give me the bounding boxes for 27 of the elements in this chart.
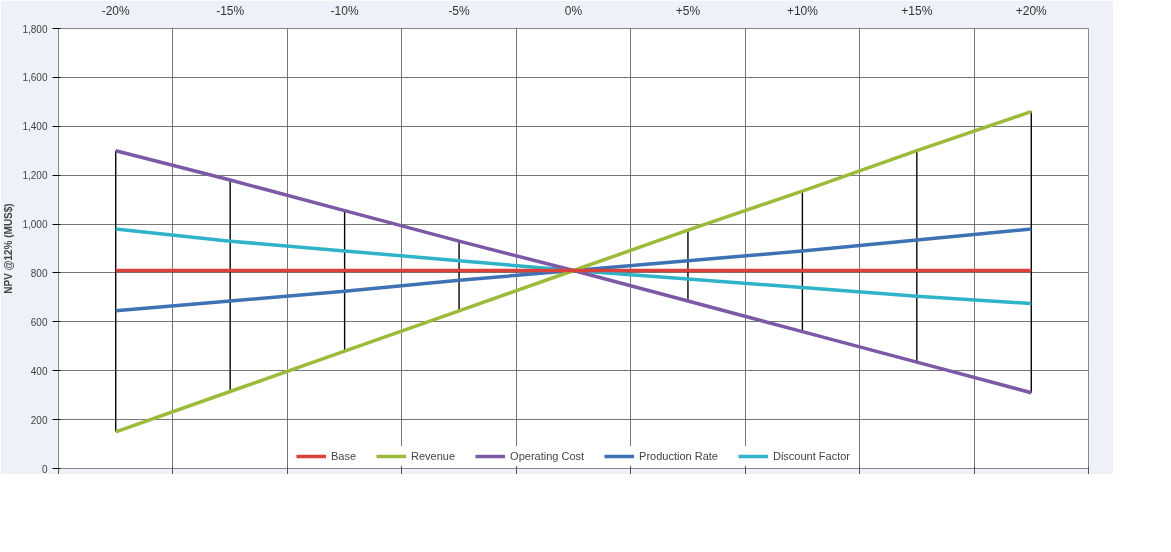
x-tick-label: +20% (1015, 3, 1048, 18)
y-tick-label: 200 (30, 414, 48, 426)
x-tick-label: +10% (786, 3, 819, 18)
y-tick-label: 1,200 (22, 170, 48, 182)
legend-label: Production Rate (639, 450, 718, 462)
line-series (113, 109, 1034, 434)
legend-label: Operating Cost (510, 450, 585, 462)
line-series (113, 148, 1034, 395)
x-tick-label: -5% (448, 3, 471, 18)
x-tick-label: -20% (101, 3, 131, 18)
x-tick-label: -15% (216, 3, 245, 18)
x-tick-label: -10% (330, 3, 359, 18)
x-tick-label: 0% (564, 3, 583, 18)
y-tick-label: 600 (30, 316, 48, 328)
x-tick-label: +15% (901, 3, 933, 18)
legend-label: Discount Factor (772, 450, 851, 462)
legend-label: Revenue (411, 450, 456, 462)
y-axis-title: NPV @12% (MUS$) (3, 203, 15, 294)
y-tick-label: 1,000 (22, 219, 48, 231)
x-tick-label: +5% (675, 3, 701, 18)
y-tick-label: 800 (30, 267, 48, 279)
legend-label: Base (330, 450, 357, 462)
y-tick-label: 400 (30, 365, 48, 377)
y-tick-label: 0 (41, 463, 48, 475)
y-tick-label: 1,600 (22, 72, 48, 84)
y-tick-label: 1,400 (22, 121, 48, 133)
y-tick-label: 1,800 (22, 23, 48, 35)
